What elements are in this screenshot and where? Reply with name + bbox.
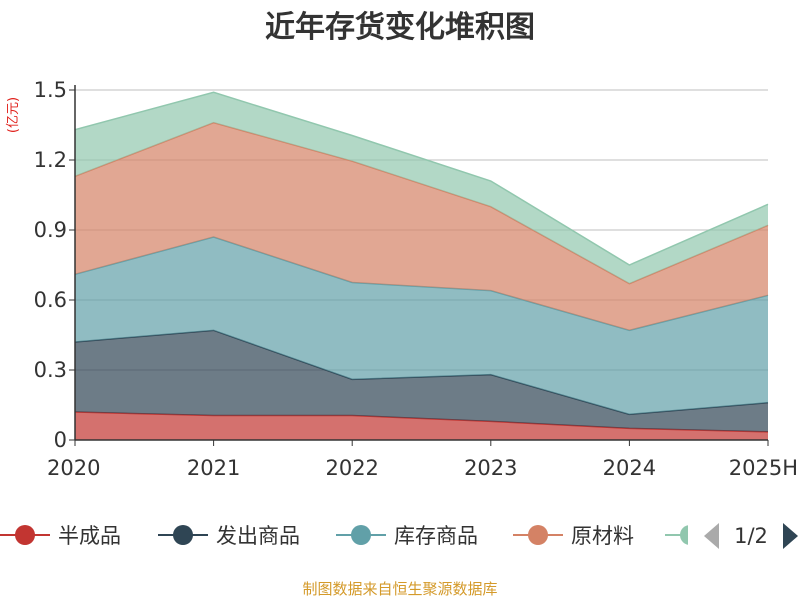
y-tick-label: 0.3	[34, 358, 67, 382]
legend-label: 库存商品	[394, 524, 478, 548]
y-axis-unit: (亿元)	[6, 97, 21, 133]
area-库存商品	[75, 237, 768, 415]
area-半成品	[75, 412, 768, 440]
legend-prev-icon[interactable]	[704, 523, 719, 549]
legend-swatch-dot	[173, 525, 193, 545]
area-原材料	[75, 122, 768, 331]
y-tick-label: 0.9	[34, 218, 67, 242]
legend-swatch-dot	[528, 525, 548, 545]
legend-item-半成品[interactable]: 半成品	[0, 524, 121, 548]
axes: 0 0.3 0.6 0.9 1.2 1.5 2020 2021 2022 2023 2024 2025…	[34, 78, 798, 480]
legend-label: 原材料	[571, 524, 634, 548]
x-tick-label: 2022	[325, 456, 378, 480]
legend-pager: 1/2	[704, 523, 798, 549]
source-note: 制图数据来自恒生聚源数据库	[302, 580, 497, 598]
area-edge-series-5	[74, 91, 769, 266]
legend-swatch-dot	[680, 525, 688, 545]
x-tick-label: 2025H	[729, 456, 798, 480]
legend-swatch-dot	[15, 525, 35, 545]
chart-title: 近年存货变化堆积图	[265, 10, 535, 45]
legend-item-series-5[interactable]	[665, 525, 715, 545]
y-tick-label: 0	[54, 428, 67, 452]
legend-label: 发出商品	[216, 524, 300, 548]
y-tick-label: 1.2	[34, 148, 67, 172]
legend-page-indicator: 1/2	[734, 524, 768, 548]
x-tick-label: 2023	[464, 456, 517, 480]
y-tick-label: 1.5	[34, 78, 67, 102]
area-series-layer	[74, 91, 769, 440]
legend[interactable]: 1/2 半成品 发出商品 库存商品 原材料	[0, 523, 798, 549]
x-tick-label: 2024	[603, 456, 656, 480]
legend-item-库存商品[interactable]: 库存商品	[336, 524, 478, 548]
area-edge-原材料	[74, 121, 769, 285]
legend-label: 半成品	[58, 524, 121, 548]
legend-swatch-dot	[351, 525, 371, 545]
x-tick-label: 2021	[187, 456, 240, 480]
x-tick-label: 2020	[47, 456, 100, 480]
area-发出商品	[75, 330, 768, 432]
y-tick-label: 0.6	[34, 288, 67, 312]
legend-item-原材料[interactable]: 原材料	[513, 524, 634, 548]
legend-item-发出商品[interactable]: 发出商品	[158, 524, 300, 548]
legend-next-icon[interactable]	[783, 523, 798, 549]
